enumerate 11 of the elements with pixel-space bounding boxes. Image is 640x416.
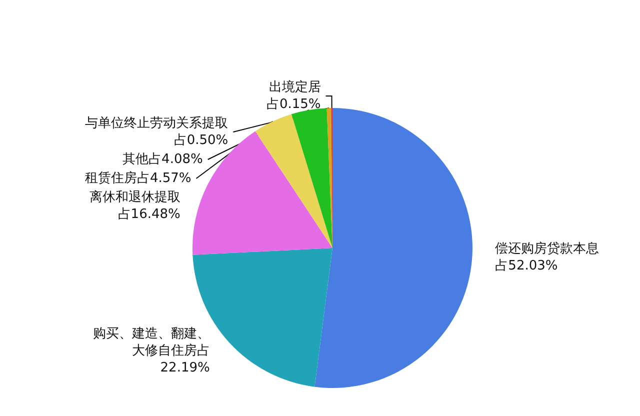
slice-label: 离休和退休提取 (89, 189, 180, 205)
slice-label: 偿还购房贷款本息 (495, 240, 600, 257)
data-label: 占0.15% (266, 97, 321, 112)
data-label: 占16.48% (118, 207, 180, 222)
slice-label: 租赁住房占4.57% (84, 170, 192, 186)
slice-label: 购买、建造、翻建、大修自住房占22.19% (92, 326, 210, 376)
data-label: 占0.50% (174, 133, 228, 148)
slice-label: 与单位终止劳动关系提取 (85, 116, 228, 131)
data-label: 占52.03% (495, 258, 558, 274)
slice-label: 其他占4.08% (122, 152, 203, 167)
slice-label: 出境定居 (268, 79, 321, 95)
